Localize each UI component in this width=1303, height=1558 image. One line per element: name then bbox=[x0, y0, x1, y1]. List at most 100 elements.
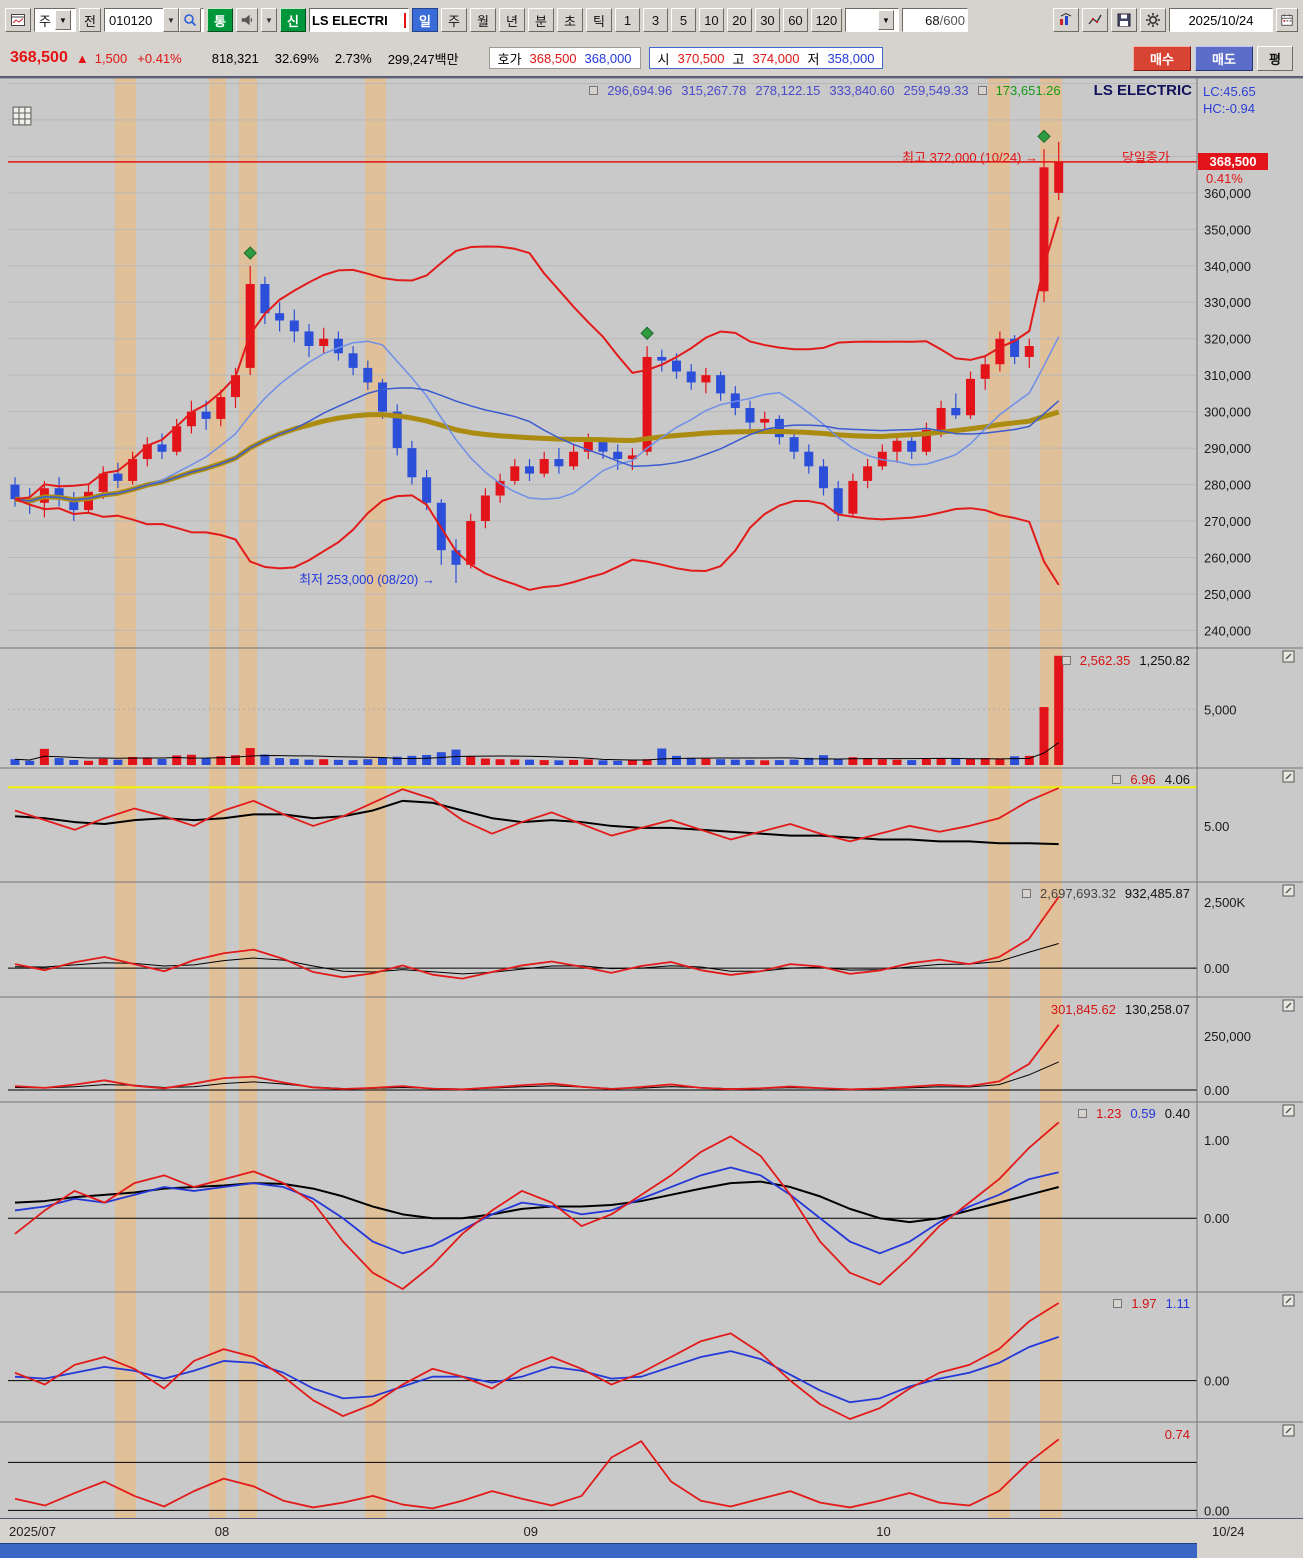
main-toolbar: 주 ▼ 전 ▼ 통 ▼ 신 LS ELECTRI 일 주 월 년 분 초 틱 1… bbox=[0, 0, 1303, 40]
tab-yearly[interactable]: 년 bbox=[498, 8, 525, 32]
legend-checkbox-icon[interactable] bbox=[589, 86, 599, 95]
bollinger-value: 333,840.60 bbox=[829, 83, 895, 98]
calendar-icon[interactable] bbox=[1276, 8, 1298, 32]
interval-120-button[interactable]: 120 bbox=[810, 8, 842, 32]
interval-20-button[interactable]: 20 bbox=[726, 8, 752, 32]
legend-checkbox-icon[interactable] bbox=[1112, 775, 1122, 784]
legend-checkbox-icon[interactable] bbox=[977, 86, 987, 95]
tab-weekly[interactable]: 주 bbox=[440, 8, 467, 32]
stock-code-input[interactable] bbox=[106, 12, 163, 28]
tab-minute[interactable]: 분 bbox=[527, 8, 554, 32]
new-chart-window-icon[interactable] bbox=[5, 8, 31, 32]
sell-button[interactable]: 매도 bbox=[1195, 45, 1253, 71]
chart-title: LS ELECTRIC bbox=[1093, 82, 1192, 99]
price-info-bar: 368,500 ▲ 1,500 +0.41% 818,321 32.69% 2.… bbox=[0, 40, 1303, 76]
interval-10-button[interactable]: 10 bbox=[698, 8, 724, 32]
panel2-values: 2,697,693.32 932,485.87 bbox=[1022, 886, 1190, 901]
interval-5-button[interactable]: 5 bbox=[670, 8, 696, 32]
avg-button[interactable]: 평 bbox=[1257, 45, 1293, 71]
volume-ratio-pct: 2.73% bbox=[334, 50, 372, 66]
volume-value: 818,321 bbox=[211, 50, 259, 66]
date-field[interactable]: 2025/10/24 bbox=[1169, 8, 1273, 32]
high-label: 고 bbox=[732, 51, 745, 67]
bid-price: 368,000 bbox=[584, 50, 632, 66]
x-tick-label: 10 bbox=[876, 1524, 891, 1539]
bollinger-value: 259,549.33 bbox=[903, 83, 969, 98]
main-indicator-values: 296,694.96 315,267.78 278,122.15 333,840… bbox=[8, 82, 1192, 99]
legend-checkbox-icon[interactable] bbox=[1078, 1109, 1088, 1118]
sound-dropdown-icon[interactable]: ▼ bbox=[260, 8, 277, 32]
tab-daily[interactable]: 일 bbox=[411, 8, 438, 32]
x-tick-label: 2025/07 bbox=[9, 1524, 56, 1539]
trade-amount: 299,247백만 bbox=[387, 51, 459, 67]
highlight-band bbox=[115, 78, 136, 1518]
highlight-band bbox=[209, 78, 226, 1518]
date-value: 2025/10/24 bbox=[1188, 12, 1254, 28]
x-axis: 10/24 2025/07 08 09 10 bbox=[0, 1518, 1303, 1543]
current-price-badge: 368,500 bbox=[1198, 153, 1268, 171]
stock-name-text: LS ELECTRI bbox=[311, 12, 388, 28]
low-label: 저 bbox=[807, 51, 820, 67]
chart-background[interactable] bbox=[0, 76, 1303, 1518]
chevron-down-icon: ▼ bbox=[877, 10, 894, 30]
candle-count-value[interactable]: 68 bbox=[925, 12, 940, 28]
legend-checkbox-icon[interactable] bbox=[1113, 1299, 1123, 1308]
price-change-pct: +0.41% bbox=[137, 50, 182, 66]
period-low-annotation: 최저 253,000 (08/20) → bbox=[299, 572, 435, 587]
open-label: 시 bbox=[657, 51, 670, 67]
panel1-values: 6.96 4.06 bbox=[1112, 772, 1190, 787]
quote-box: 호가 368,500 368,000 bbox=[488, 47, 641, 69]
volume-panel-values: 2,562.35 1,250.82 bbox=[1061, 653, 1190, 668]
stock-name-field[interactable]: LS ELECTRI bbox=[308, 8, 409, 32]
empty-combo[interactable]: ▼ bbox=[844, 8, 899, 32]
interval-60-button[interactable]: 60 bbox=[782, 8, 808, 32]
tab-second[interactable]: 초 bbox=[556, 8, 583, 32]
tab-tick[interactable]: 틱 bbox=[585, 8, 612, 32]
text-caret bbox=[403, 12, 406, 28]
interval-1-button[interactable]: 1 bbox=[614, 8, 640, 32]
quote-grid-icon[interactable] bbox=[12, 106, 32, 126]
open-price: 370,500 bbox=[677, 50, 725, 66]
panel3-values: 301,845.62 130,258.07 bbox=[1050, 1002, 1190, 1017]
settings-gear-icon[interactable] bbox=[1140, 8, 1166, 32]
code-dropdown-icon[interactable]: ▼ bbox=[162, 8, 179, 32]
highlight-band bbox=[1040, 78, 1062, 1518]
current-price-pct: 0.41% bbox=[1206, 170, 1243, 186]
interval-30-button[interactable]: 30 bbox=[754, 8, 780, 32]
hoga-label: 호가 bbox=[497, 51, 522, 67]
interval-3-button[interactable]: 3 bbox=[642, 8, 668, 32]
high-price: 374,000 bbox=[752, 50, 800, 66]
period-combo-value: 주 bbox=[39, 13, 51, 29]
period-combo[interactable]: 주 ▼ bbox=[34, 8, 76, 32]
low-price: 358,000 bbox=[827, 50, 875, 66]
panel6-values: 0.74 bbox=[1164, 1427, 1190, 1442]
bollinger-value: 278,122.15 bbox=[755, 83, 821, 98]
legend-checkbox-icon[interactable] bbox=[1061, 656, 1071, 665]
x-tick-label: 09 bbox=[523, 1524, 538, 1539]
legend-checkbox-icon[interactable] bbox=[1022, 889, 1032, 898]
ask-price: 368,500 bbox=[529, 50, 577, 66]
buy-button[interactable]: 매수 bbox=[1133, 45, 1191, 71]
compare-chart-icon[interactable] bbox=[1053, 8, 1079, 32]
candle-count-box: 68 /600 bbox=[901, 8, 968, 32]
sin-button[interactable]: 신 bbox=[279, 8, 306, 32]
day-close-annotation: 당일종가 bbox=[1122, 150, 1170, 165]
jeon-button[interactable]: 전 bbox=[78, 8, 101, 32]
price-change: 1,500 bbox=[94, 50, 128, 66]
highlight-band bbox=[239, 78, 257, 1518]
up-arrow-icon: ▲ bbox=[75, 50, 89, 66]
tong-button[interactable]: 통 bbox=[206, 8, 233, 32]
scrollbar-corner bbox=[1197, 1543, 1303, 1558]
panel4-values: 1.23 0.59 0.40 bbox=[1078, 1106, 1190, 1121]
x-tick-label: 08 bbox=[214, 1524, 230, 1539]
highlight-band bbox=[988, 78, 1010, 1518]
speaker-icon[interactable] bbox=[235, 8, 258, 32]
panel5-values: 1.97 1.11 bbox=[1113, 1296, 1190, 1311]
ohl-box: 시 370,500 고 374,000 저 358,000 bbox=[648, 47, 884, 69]
search-icon[interactable] bbox=[178, 8, 201, 32]
trendline-icon[interactable] bbox=[1082, 8, 1108, 32]
bollinger-value: 315,267.78 bbox=[681, 83, 747, 98]
save-icon[interactable] bbox=[1111, 8, 1137, 32]
h-scrollbar[interactable] bbox=[0, 1543, 1197, 1558]
tab-monthly[interactable]: 월 bbox=[469, 8, 496, 32]
